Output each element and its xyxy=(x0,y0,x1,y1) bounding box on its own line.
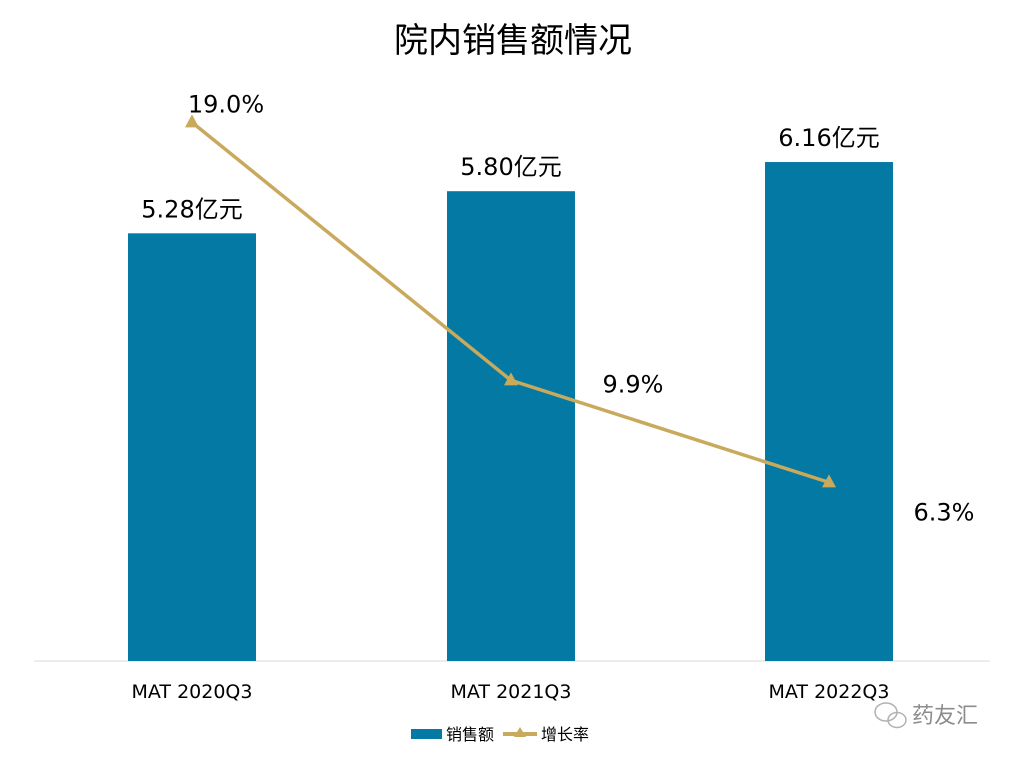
bar-data-label: 5.80亿元 xyxy=(460,153,561,181)
line-point-marker xyxy=(822,474,836,488)
legend-label-sales: 销售额 xyxy=(446,725,494,744)
legend-label-growth: 增长率 xyxy=(541,725,589,744)
watermark-text: 药友汇 xyxy=(912,704,978,729)
x-tick-label: MAT 2021Q3 xyxy=(451,681,572,703)
line-point-marker xyxy=(504,372,518,386)
legend: 销售额 增长率 xyxy=(411,725,589,744)
x-tick-label: MAT 2020Q3 xyxy=(132,681,253,703)
wechat-icon xyxy=(874,702,907,729)
chart-title: 院内销售额情况 xyxy=(394,21,632,61)
line-data-label: 6.3% xyxy=(914,498,975,526)
watermark: 药友汇 xyxy=(874,702,978,729)
bar-data-label: 6.16亿元 xyxy=(778,124,879,152)
legend-triangle-icon xyxy=(514,727,526,737)
bar xyxy=(765,162,893,662)
line-data-label: 9.9% xyxy=(603,370,664,398)
line-data-label: 19.0% xyxy=(188,90,264,118)
x-tick-label: MAT 2022Q3 xyxy=(769,681,890,703)
legend-bar-swatch xyxy=(411,729,442,739)
bar xyxy=(128,233,256,661)
bar-data-label: 5.28亿元 xyxy=(141,195,242,223)
line-point-marker xyxy=(185,114,199,128)
bar xyxy=(447,191,575,661)
